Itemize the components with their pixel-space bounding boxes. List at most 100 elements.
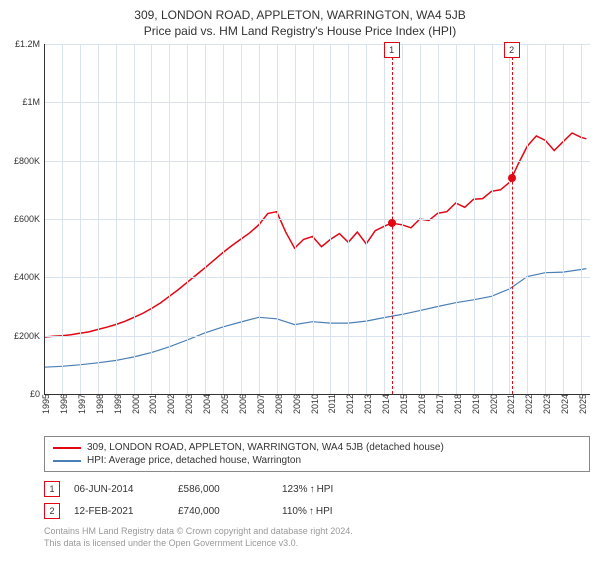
x-axis-tick-label: 2019 xyxy=(467,394,481,414)
table-row: 106-JUN-2014£586,000123%↑HPI xyxy=(44,478,590,500)
footer: Contains HM Land Registry data © Crown c… xyxy=(44,526,590,549)
x-axis-tick-label: 2020 xyxy=(485,394,499,414)
gridline-horizontal xyxy=(44,336,590,337)
x-axis-tick-label: 2010 xyxy=(306,394,320,414)
gridline-vertical xyxy=(295,44,296,394)
gridline-vertical xyxy=(187,44,188,394)
footer-line-1: Contains HM Land Registry data © Crown c… xyxy=(44,526,590,538)
gridline-vertical xyxy=(402,44,403,394)
marker-line xyxy=(512,52,513,394)
row-date: 06-JUN-2014 xyxy=(74,484,164,495)
marker-badge: 1 xyxy=(384,42,400,58)
x-axis-tick-label: 1996 xyxy=(55,394,69,414)
x-axis-tick-label: 2022 xyxy=(520,394,534,414)
gridline-vertical xyxy=(545,44,546,394)
row-price: £740,000 xyxy=(178,506,268,517)
data-table: 106-JUN-2014£586,000123%↑HPI212-FEB-2021… xyxy=(44,478,590,522)
marker-badge: 2 xyxy=(504,42,520,58)
x-axis-tick-label: 2018 xyxy=(449,394,463,414)
x-axis-tick-label: 1998 xyxy=(91,394,105,414)
gridline-horizontal xyxy=(44,219,590,220)
gridline-vertical xyxy=(151,44,152,394)
x-axis-tick-label: 2001 xyxy=(144,394,158,414)
legend-label: HPI: Average price, detached house, Warr… xyxy=(87,455,301,466)
gridline-vertical xyxy=(509,44,510,394)
gridline-vertical xyxy=(438,44,439,394)
gridline-vertical xyxy=(116,44,117,394)
x-axis-tick-label: 2016 xyxy=(413,394,427,414)
gridline-horizontal xyxy=(44,277,590,278)
arrow-up-icon: ↑ xyxy=(309,506,314,517)
data-point xyxy=(508,174,516,182)
gridline-vertical xyxy=(277,44,278,394)
legend-item: 309, LONDON ROAD, APPLETON, WARRINGTON, … xyxy=(53,441,581,454)
y-axis-tick-label: £1.2M xyxy=(15,39,44,49)
gridline-vertical xyxy=(330,44,331,394)
x-axis-tick-label: 1997 xyxy=(73,394,87,414)
series-line-hpi xyxy=(44,269,586,368)
gridline-vertical xyxy=(259,44,260,394)
row-date: 12-FEB-2021 xyxy=(74,506,164,517)
y-axis-tick-label: £200K xyxy=(14,331,44,341)
x-axis-tick-label: 2011 xyxy=(323,394,337,413)
series-line-price_paid xyxy=(44,133,586,337)
legend-item: HPI: Average price, detached house, Warr… xyxy=(53,454,581,467)
legend-label: 309, LONDON ROAD, APPLETON, WARRINGTON, … xyxy=(87,442,444,453)
legend-swatch xyxy=(53,447,81,449)
row-badge: 2 xyxy=(44,503,60,519)
x-axis-tick-label: 2014 xyxy=(377,394,391,414)
x-axis-tick-label: 2023 xyxy=(538,394,552,414)
gridline-horizontal xyxy=(44,102,590,103)
x-axis-tick-label: 2000 xyxy=(127,394,141,414)
gridline-horizontal xyxy=(44,161,590,162)
x-axis-tick-label: 2002 xyxy=(162,394,176,414)
gridline-vertical xyxy=(420,44,421,394)
x-axis-tick-label: 1999 xyxy=(109,394,123,414)
y-axis-tick-label: £400K xyxy=(14,272,44,282)
row-badge: 1 xyxy=(44,481,60,497)
gridline-vertical xyxy=(384,44,385,394)
gridline-vertical xyxy=(80,44,81,394)
gridline-vertical xyxy=(492,44,493,394)
x-axis-tick-label: 2009 xyxy=(288,394,302,414)
x-axis-tick-label: 1995 xyxy=(37,394,51,414)
gridline-vertical xyxy=(62,44,63,394)
x-axis-tick-label: 2003 xyxy=(180,394,194,414)
x-axis-tick-label: 2012 xyxy=(341,394,355,414)
x-axis-tick-label: 2004 xyxy=(198,394,212,414)
gridline-vertical xyxy=(563,44,564,394)
gridline-vertical xyxy=(313,44,314,394)
y-axis-tick-label: £600K xyxy=(14,214,44,224)
data-point xyxy=(388,219,396,227)
gridline-vertical xyxy=(348,44,349,394)
footer-line-2: This data is licensed under the Open Gov… xyxy=(44,538,590,550)
x-axis-tick-label: 2021 xyxy=(502,394,516,414)
x-axis-tick-label: 2015 xyxy=(395,394,409,414)
gridline-vertical xyxy=(44,44,45,394)
gridline-vertical xyxy=(98,44,99,394)
gridline-vertical xyxy=(456,44,457,394)
legend: 309, LONDON ROAD, APPLETON, WARRINGTON, … xyxy=(44,436,590,472)
gridline-vertical xyxy=(205,44,206,394)
chart-title: 309, LONDON ROAD, APPLETON, WARRINGTON, … xyxy=(0,8,600,22)
chart-container: 309, LONDON ROAD, APPLETON, WARRINGTON, … xyxy=(0,8,600,568)
chart-subtitle: Price paid vs. HM Land Registry's House … xyxy=(0,24,600,38)
gridline-vertical xyxy=(223,44,224,394)
x-axis-tick-label: 2024 xyxy=(556,394,570,414)
gridline-vertical xyxy=(134,44,135,394)
x-axis-tick-label: 2025 xyxy=(574,394,588,414)
x-axis-tick-label: 2007 xyxy=(252,394,266,414)
row-price: £586,000 xyxy=(178,484,268,495)
x-axis-tick-label: 2013 xyxy=(359,394,373,414)
gridline-vertical xyxy=(474,44,475,394)
x-axis-tick-label: 2008 xyxy=(270,394,284,414)
gridline-vertical xyxy=(581,44,582,394)
gridline-vertical xyxy=(241,44,242,394)
gridline-vertical xyxy=(169,44,170,394)
y-axis-tick-label: £800K xyxy=(14,156,44,166)
gridline-vertical xyxy=(366,44,367,394)
legend-swatch xyxy=(53,460,81,462)
x-axis-tick-label: 2006 xyxy=(234,394,248,414)
y-axis-tick-label: £1M xyxy=(22,97,44,107)
x-axis-tick-label: 2017 xyxy=(431,394,445,414)
